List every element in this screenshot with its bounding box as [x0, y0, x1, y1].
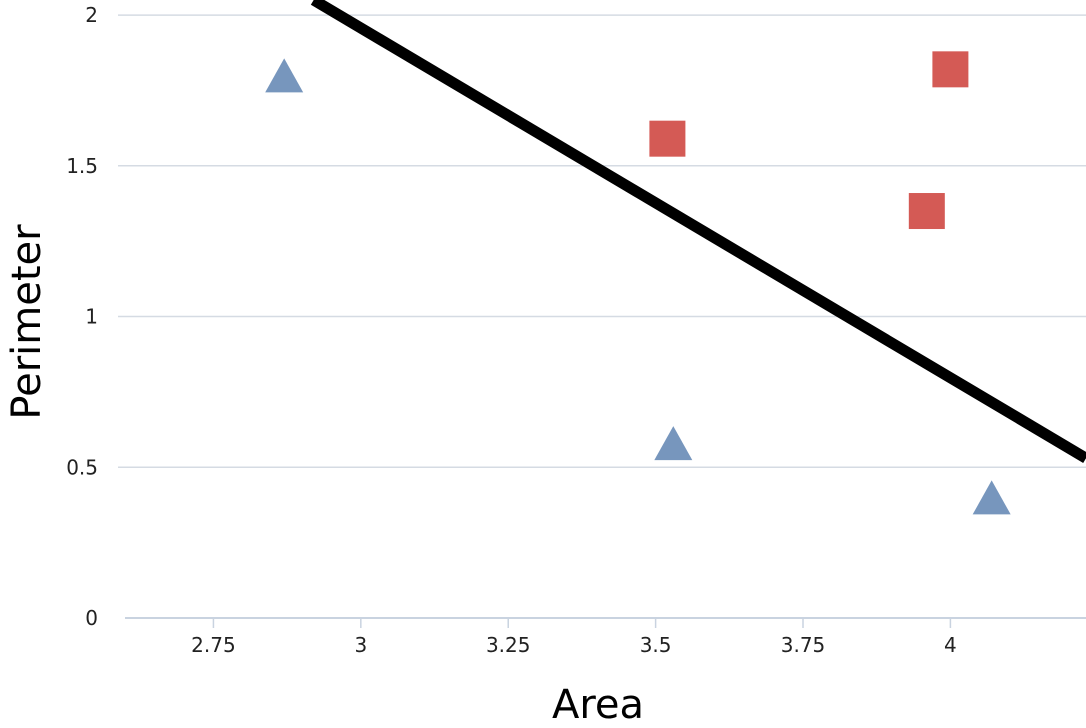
y-axis-title: Perimeter	[4, 224, 50, 420]
y-tick-label: 1	[85, 305, 98, 329]
triangle-point	[972, 480, 1011, 515]
triangle-point	[265, 58, 304, 93]
y-tick-label: 0.5	[66, 455, 98, 479]
x-tick-label: 3.5	[640, 633, 672, 657]
x-tick-label: 2.75	[191, 633, 236, 657]
data-points	[265, 51, 1011, 515]
decision-boundary-line	[310, 0, 1086, 463]
x-tick-label: 3.75	[781, 633, 826, 657]
x-tick-label: 4	[944, 633, 957, 657]
square-point	[932, 51, 969, 88]
x-tick-labels: 2.75 3 3.25 3.5 3.75 4	[191, 618, 957, 657]
square-point	[908, 193, 945, 230]
square-point	[649, 120, 686, 157]
triangle-point	[654, 426, 693, 461]
y-tick-labels: 0 0.5 1 1.5 2	[66, 3, 98, 630]
x-tick-label: 3.25	[486, 633, 531, 657]
y-tick-label: 1.5	[66, 154, 98, 178]
y-tick-label: 2	[85, 3, 98, 27]
x-axis-title: Area	[552, 682, 644, 728]
x-tick-label: 3	[354, 633, 367, 657]
y-tick-label: 0	[85, 606, 98, 630]
